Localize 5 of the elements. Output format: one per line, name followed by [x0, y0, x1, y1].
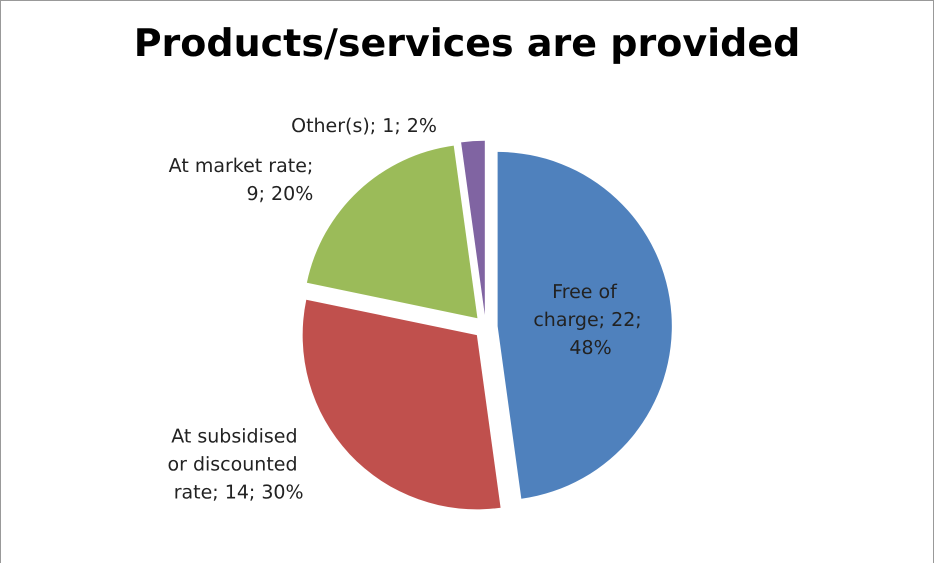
slice-label: At subsidised or discounted rate; 14; 30% — [167, 425, 304, 504]
slice-label: Free of charge; 22; 48% — [533, 280, 642, 359]
slice-label: Other(s); 1; 2% — [291, 115, 437, 138]
chart-title: Products/services are provided — [134, 21, 800, 65]
slice-label: At market rate; 9; 20% — [168, 154, 314, 205]
